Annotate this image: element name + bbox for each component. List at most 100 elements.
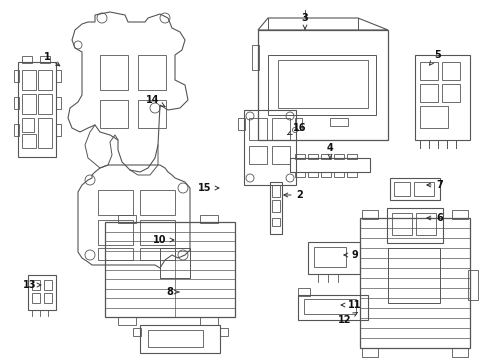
Bar xyxy=(304,299,356,314)
Bar xyxy=(100,55,128,90)
Bar xyxy=(360,218,470,348)
Bar xyxy=(295,172,305,177)
Bar xyxy=(38,118,52,148)
Bar xyxy=(56,70,61,82)
Bar xyxy=(22,134,36,148)
Bar xyxy=(295,118,302,130)
Bar xyxy=(347,172,357,177)
Bar xyxy=(100,100,128,128)
Bar xyxy=(14,70,19,82)
Bar xyxy=(22,118,34,132)
Text: 1: 1 xyxy=(44,52,60,66)
Bar xyxy=(22,70,36,90)
Bar xyxy=(138,100,166,128)
Bar xyxy=(140,325,220,353)
Bar xyxy=(442,62,460,80)
Bar xyxy=(415,55,470,140)
Text: 3: 3 xyxy=(302,13,308,29)
Bar xyxy=(22,94,36,114)
Text: 16: 16 xyxy=(288,123,307,135)
Bar xyxy=(38,94,52,114)
Bar xyxy=(28,275,56,310)
Text: 13: 13 xyxy=(23,280,41,290)
Bar xyxy=(414,182,434,196)
Bar xyxy=(38,70,52,90)
Bar xyxy=(290,158,370,172)
Bar xyxy=(334,154,344,159)
Bar xyxy=(14,124,19,136)
Bar xyxy=(314,247,346,267)
Bar xyxy=(272,146,290,164)
Bar xyxy=(452,210,468,219)
Bar xyxy=(321,172,331,177)
Bar xyxy=(105,222,235,317)
Bar xyxy=(420,106,448,128)
Bar xyxy=(362,348,378,357)
Bar xyxy=(268,55,376,115)
Bar xyxy=(308,154,318,159)
Bar xyxy=(390,178,440,200)
Bar xyxy=(362,210,378,219)
Bar xyxy=(40,56,50,63)
Bar xyxy=(392,213,412,235)
Bar xyxy=(272,200,280,212)
Bar xyxy=(334,172,344,177)
Bar xyxy=(200,317,218,325)
Bar xyxy=(118,317,136,325)
Bar xyxy=(416,213,436,235)
Bar xyxy=(258,30,388,140)
Bar xyxy=(272,118,290,140)
Bar xyxy=(270,182,282,234)
Bar xyxy=(220,328,228,336)
Bar xyxy=(32,280,40,290)
Bar xyxy=(272,185,280,197)
Text: 12: 12 xyxy=(338,312,357,325)
Bar xyxy=(238,118,245,130)
Bar xyxy=(14,97,19,109)
Bar xyxy=(308,242,360,274)
Text: 10: 10 xyxy=(153,235,174,245)
Text: 14: 14 xyxy=(146,95,165,107)
Bar xyxy=(18,62,56,157)
Text: 2: 2 xyxy=(284,190,303,200)
Bar xyxy=(140,190,175,215)
Bar xyxy=(249,118,267,140)
Bar xyxy=(252,45,259,70)
Bar xyxy=(420,62,438,80)
Bar xyxy=(298,295,368,320)
Bar xyxy=(32,293,40,303)
Bar xyxy=(22,56,32,63)
Text: 15: 15 xyxy=(198,183,219,193)
Bar xyxy=(44,293,52,303)
Bar xyxy=(44,280,52,290)
Bar xyxy=(140,248,175,260)
Text: 9: 9 xyxy=(344,250,358,260)
Bar xyxy=(442,84,460,102)
Text: 5: 5 xyxy=(430,50,441,65)
Bar xyxy=(98,220,133,245)
Bar xyxy=(468,270,478,300)
Bar xyxy=(98,190,133,215)
Bar xyxy=(118,215,136,223)
Text: 8: 8 xyxy=(167,287,179,297)
Bar xyxy=(278,60,368,108)
Text: 6: 6 xyxy=(427,213,443,223)
Bar xyxy=(272,218,280,226)
Text: 7: 7 xyxy=(427,180,443,190)
Bar xyxy=(249,146,267,164)
Bar xyxy=(295,154,305,159)
Bar xyxy=(308,172,318,177)
Bar xyxy=(244,110,296,185)
Bar xyxy=(298,288,310,296)
Bar xyxy=(138,55,166,90)
Bar xyxy=(56,97,61,109)
Bar xyxy=(98,248,133,260)
Text: 4: 4 xyxy=(327,143,333,159)
Bar xyxy=(420,84,438,102)
Bar xyxy=(133,328,141,336)
Bar xyxy=(56,124,61,136)
Bar xyxy=(387,208,443,243)
Bar xyxy=(330,118,348,126)
Bar xyxy=(200,215,218,223)
Bar xyxy=(394,182,410,196)
